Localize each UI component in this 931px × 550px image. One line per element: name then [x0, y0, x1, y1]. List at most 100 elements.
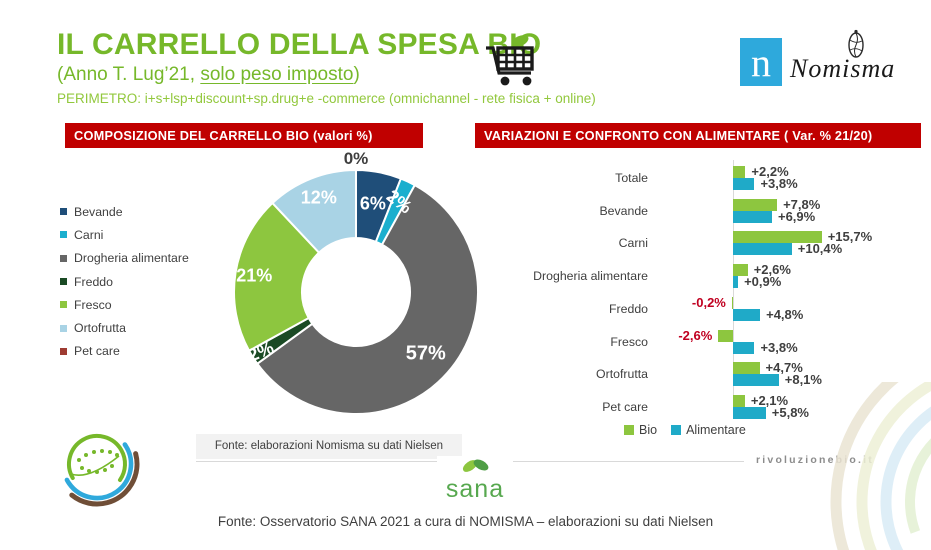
nomisma-emblem-icon	[848, 29, 864, 58]
bar-category-label: Bevande	[599, 203, 648, 218]
bar-value-label: +7,8%	[783, 196, 821, 212]
bar-category-label: Totale	[615, 171, 648, 185]
sana-leaves-icon	[462, 459, 489, 472]
subtitle-suffix: )	[353, 64, 360, 85]
bar-axis-line	[733, 160, 734, 418]
legend-swatch-icon	[624, 425, 634, 435]
donut-svg	[233, 168, 479, 415]
bar-legend: Bio Alimentare	[624, 423, 746, 437]
perimeter-note: PERIMETRO: i+s+lsp+discount+sp.drug+e -c…	[57, 91, 596, 106]
bar-bio-totale	[733, 166, 746, 178]
bar-bio-pet-care	[733, 394, 745, 407]
subtitle-underlined: solo peso imposto	[200, 64, 354, 85]
legend-label: Alimentare	[686, 423, 746, 437]
bar-category-label: Drogheria alimentare	[533, 269, 648, 284]
bar-alimentare-totale	[733, 178, 755, 190]
bar-value-label: +10,4%	[797, 241, 843, 257]
subtitle-prefix: (Anno T. Lug’21,	[57, 64, 201, 85]
bar-value-label: +3,8%	[760, 176, 798, 191]
bar-alimentare-carni	[733, 243, 792, 256]
bar-bio-ortofrutta	[733, 362, 760, 375]
bar-alimentare-bevande	[733, 210, 772, 223]
donut-legend-item: Pet care	[60, 340, 189, 363]
bar-value-label: +15,7%	[827, 229, 873, 245]
donut-legend-item: Carni	[60, 223, 189, 246]
bar-value-label: +2,2%	[751, 164, 789, 179]
page-title: IL CARRELLO DELLA SPESA BIO	[57, 28, 542, 61]
legend-swatch-icon	[60, 301, 67, 309]
donut-legend-item: Drogheria alimentare	[60, 247, 189, 270]
legend-label: Drogheria alimentare	[74, 251, 189, 266]
sana-logo: sana	[437, 456, 513, 504]
source-note: Fonte: elaborazioni Nomisma su dati Niel…	[196, 434, 462, 459]
donut-legend: Bevande Carni Drogheria alimentare Freddo Fr…	[60, 200, 189, 363]
bar-value-label: +4,7%	[765, 360, 803, 376]
legend-swatch-icon	[60, 254, 67, 262]
bar-value-label: +4,8%	[766, 306, 804, 322]
legend-swatch-icon	[60, 347, 67, 355]
legend-label: Pet care	[74, 344, 120, 359]
bar-value-label: +2,6%	[753, 262, 791, 278]
right-chart-banner: VARIAZIONI E CONFRONTO CON ALIMENTARE ( …	[475, 123, 921, 148]
donut-legend-item: Ortofrutta	[60, 316, 189, 339]
bar-alimentare-pet-care	[733, 406, 766, 419]
donut-legend-item: Freddo	[60, 270, 189, 293]
donut-slice-ortofrutta	[271, 168, 357, 255]
bar-category-label: Carni	[618, 236, 648, 251]
donut-slice-drogheria-alimentare	[255, 183, 479, 415]
bar-legend-item-bio: Bio	[624, 423, 657, 437]
bar-category-label: Ortofrutta	[596, 367, 648, 382]
slide-footer: Fonte: Osservatorio SANA 2021 a cura di …	[217, 514, 714, 529]
bar-alimentare-freddo	[733, 308, 761, 321]
bar-chart: Bio Alimentare Totale +2,2% +3,8% Bevande +7,…	[478, 156, 930, 448]
page-subtitle: (Anno T. Lug’21, solo peso imposto)	[57, 64, 360, 86]
bar-value-label: -0,2%	[691, 294, 726, 310]
donut-chart: 6% 2% 57% 2% 21% 12% 0%	[216, 140, 496, 440]
legend-label: Bevande	[74, 204, 123, 219]
legend-label: Carni	[74, 227, 104, 242]
legend-swatch-icon	[60, 278, 67, 286]
legend-swatch-icon	[671, 425, 682, 435]
bar-alimentare-drogheria-alimentare	[733, 276, 739, 289]
legend-label: Bio	[639, 423, 658, 437]
bar-value-label: +6,9%	[777, 208, 816, 224]
bar-value-label: +5,8%	[771, 404, 809, 420]
bar-category-label: Pet care	[602, 399, 648, 414]
bar-bio-drogheria-alimentare	[733, 264, 748, 277]
bar-category-label: Fresco	[610, 334, 648, 349]
left-chart-banner: COMPOSIZIONE DEL CARRELLO BIO (valori %)	[65, 123, 423, 148]
donut-value-label: 57%	[405, 342, 446, 364]
rivoluzionebio-link[interactable]: rivoluzionebio.it	[752, 454, 878, 466]
legend-swatch-icon	[60, 231, 67, 239]
bar-legend-item-alimentare: Alimentare	[671, 423, 746, 437]
bar-bio-freddo	[731, 296, 733, 309]
bar-category-label: Freddo	[609, 301, 648, 316]
legend-label: Ortofrutta	[74, 321, 126, 336]
donut-value-label: 12%	[300, 187, 337, 208]
donut-legend-item: Bevande	[60, 200, 189, 223]
donut-slice-fresco	[233, 201, 321, 353]
nomisma-logo: n Nomisma	[740, 29, 910, 88]
bar-bio-carni	[733, 231, 822, 244]
bar-value-label: -2,6%	[678, 327, 713, 343]
nomisma-wordmark: Nomisma	[790, 54, 896, 83]
sana-wordmark: sana	[445, 475, 505, 503]
bar-value-label: +2,1%	[750, 392, 789, 408]
bar-value-label: +8,1%	[784, 372, 822, 388]
donut-legend-item: Fresco	[60, 293, 189, 316]
bar-bio-bevande	[733, 198, 778, 211]
donut-value-label: 0%	[343, 149, 369, 168]
bar-alimentare-ortofrutta	[733, 374, 779, 387]
legend-label: Fresco	[74, 297, 112, 312]
leaf-stars	[77, 449, 119, 474]
bar-alimentare-fresco	[733, 341, 755, 354]
bar-value-label: +0,9%	[744, 274, 782, 290]
nomisma-initial-box: n	[740, 38, 782, 86]
bar-bio-fresco	[718, 329, 733, 342]
legend-swatch-icon	[60, 324, 67, 332]
donut-value-label: 6%	[359, 193, 386, 214]
legend-label: Freddo	[74, 274, 113, 289]
bar-value-label: +3,8%	[760, 339, 798, 355]
bio-eu-logo	[55, 421, 140, 507]
